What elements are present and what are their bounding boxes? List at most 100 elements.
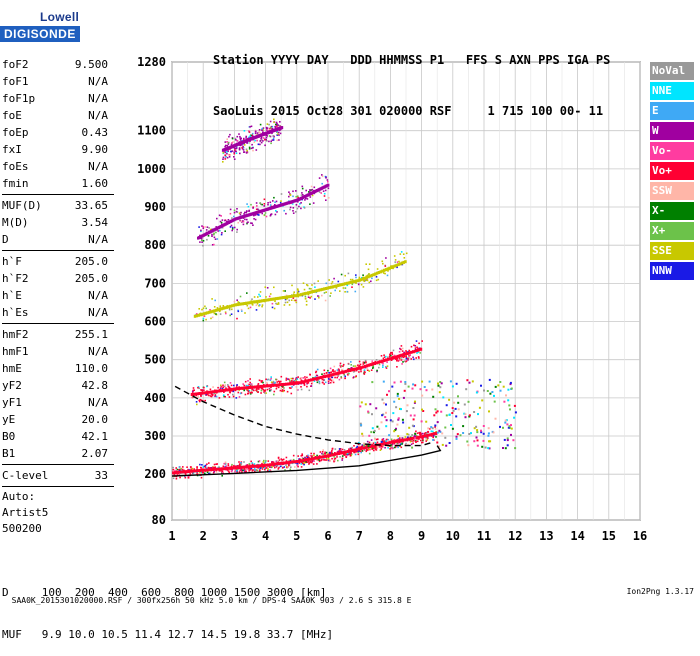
echo-dot bbox=[215, 463, 217, 465]
trace-core bbox=[307, 291, 310, 295]
echo-dot bbox=[209, 467, 211, 469]
echo-dot bbox=[198, 226, 200, 228]
echo-dot bbox=[473, 427, 476, 430]
echo-dot bbox=[225, 465, 228, 467]
echo-dot bbox=[408, 356, 411, 359]
trace-core bbox=[374, 272, 377, 276]
echo-dot bbox=[457, 395, 459, 398]
echo-dot bbox=[506, 437, 509, 440]
trace-core bbox=[176, 470, 179, 474]
echo-dot bbox=[199, 398, 201, 401]
echo-dot bbox=[222, 151, 225, 154]
echo-dot bbox=[303, 288, 306, 291]
param-row: D N/A bbox=[2, 231, 114, 248]
echo-dot bbox=[207, 235, 210, 237]
echo-dot bbox=[296, 462, 298, 465]
echo-dot bbox=[455, 382, 458, 385]
echo-dot bbox=[274, 204, 276, 206]
echo-dot bbox=[350, 453, 353, 455]
echo-dot bbox=[259, 123, 262, 126]
trace-core bbox=[229, 466, 232, 470]
echo-dot bbox=[238, 463, 241, 465]
echo-dot bbox=[324, 451, 326, 454]
echo-dot bbox=[507, 388, 510, 391]
echo-dot bbox=[407, 351, 409, 353]
echo-dot bbox=[271, 302, 274, 305]
echo-dot bbox=[303, 462, 306, 464]
param-value: 2.07 bbox=[81, 447, 109, 460]
echo-dot bbox=[215, 313, 217, 315]
echo-dot bbox=[264, 138, 266, 141]
trace-core bbox=[311, 377, 315, 381]
echo-dot bbox=[407, 359, 409, 361]
echo-dot bbox=[421, 432, 424, 435]
param-value: N/A bbox=[88, 160, 108, 173]
echo-dot bbox=[253, 470, 256, 473]
echo-dot bbox=[297, 376, 299, 378]
echo-dot bbox=[431, 388, 434, 391]
echo-dot bbox=[231, 142, 233, 144]
echo-dot bbox=[393, 400, 396, 403]
x-tick-label: 8 bbox=[387, 529, 394, 543]
echo-dot bbox=[352, 365, 355, 367]
echo-dot bbox=[246, 142, 248, 144]
trace-core bbox=[398, 354, 401, 358]
echo-dot bbox=[205, 229, 208, 231]
echo-dot bbox=[244, 393, 247, 396]
echo-dot bbox=[374, 448, 377, 450]
echo-dot bbox=[187, 477, 190, 479]
trace-core bbox=[258, 385, 261, 389]
echo-dot bbox=[421, 441, 423, 444]
echo-dot bbox=[284, 290, 286, 292]
trace-core bbox=[196, 392, 199, 396]
echo-dot bbox=[234, 147, 236, 150]
echo-dot bbox=[278, 134, 280, 136]
echo-dot bbox=[396, 366, 398, 368]
echo-dot bbox=[208, 472, 210, 475]
echo-dot bbox=[220, 384, 222, 387]
echo-dot bbox=[323, 383, 325, 385]
echo-dot bbox=[274, 466, 276, 469]
echo-dot bbox=[368, 452, 371, 455]
trace-core bbox=[375, 361, 378, 365]
echo-dot bbox=[279, 129, 281, 132]
echo-dot bbox=[379, 446, 381, 448]
echo-dot bbox=[273, 393, 275, 396]
echo-dot bbox=[264, 468, 266, 471]
echo-dot bbox=[341, 448, 344, 451]
param-name: D bbox=[2, 233, 9, 246]
echo-dot bbox=[406, 436, 409, 439]
echo-dot bbox=[405, 252, 408, 255]
param-row: yF1 N/A bbox=[2, 394, 114, 411]
echo-dot bbox=[268, 469, 271, 472]
trace-core bbox=[328, 453, 332, 457]
echo-dot bbox=[274, 213, 277, 216]
trace-core bbox=[311, 457, 314, 461]
trace-core bbox=[238, 302, 241, 306]
echo-dot bbox=[309, 203, 311, 205]
trace-core bbox=[306, 379, 309, 383]
param-name: B0 bbox=[2, 430, 16, 443]
trace-core bbox=[421, 435, 425, 438]
echo-dot bbox=[363, 370, 366, 372]
echo-dot bbox=[304, 298, 307, 300]
echo-dot bbox=[391, 447, 394, 450]
echo-dot bbox=[347, 453, 349, 456]
trace-core bbox=[211, 390, 215, 394]
echo-dot bbox=[276, 303, 278, 305]
echo-dot bbox=[480, 431, 483, 434]
trace-core bbox=[233, 466, 237, 470]
echo-dot bbox=[229, 208, 232, 211]
echo-dot bbox=[325, 282, 328, 285]
echo-dot bbox=[275, 302, 277, 305]
echo-dot bbox=[393, 354, 396, 357]
echo-dot bbox=[455, 437, 458, 440]
trace-core bbox=[250, 300, 253, 304]
echo-dot bbox=[331, 376, 334, 379]
echo-dot bbox=[381, 446, 384, 448]
trace-core bbox=[337, 452, 341, 455]
echo-dot bbox=[359, 363, 362, 366]
trace-core bbox=[390, 356, 394, 360]
echo-dot bbox=[241, 310, 243, 312]
echo-dot bbox=[357, 364, 359, 366]
